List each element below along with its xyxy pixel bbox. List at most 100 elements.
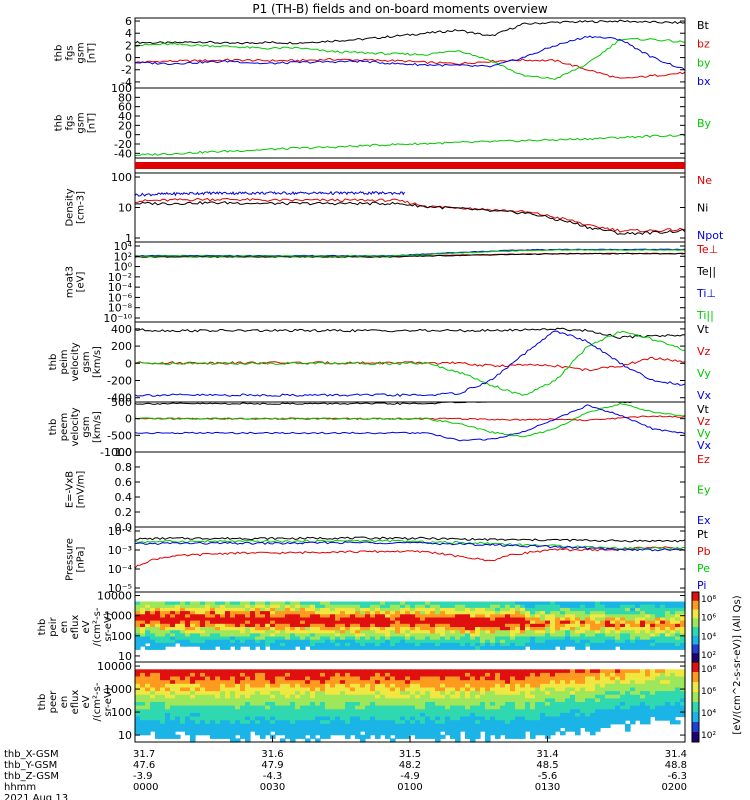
heatmap-cell [330, 702, 336, 707]
heatmap-cell [180, 694, 186, 699]
heatmap-cell [510, 642, 516, 647]
heatmap-cell [365, 617, 371, 622]
heatmap-cell [625, 646, 631, 650]
heatmap-cell [600, 617, 606, 622]
heatmap-cell [485, 646, 491, 650]
heatmap-cell [345, 705, 351, 710]
heatmap-cell [575, 627, 581, 631]
heatmap-cell [135, 709, 141, 714]
heatmap-cell [255, 716, 261, 721]
heatmap-cell [260, 712, 266, 718]
heatmap-cell [605, 607, 611, 612]
heatmap-cell [330, 698, 336, 703]
heatmap-cell [585, 623, 591, 628]
heatmap-cell [575, 694, 581, 699]
heatmap-cell [475, 698, 481, 703]
heatmap-cell [500, 691, 506, 696]
heatmap-cell [560, 683, 566, 688]
heatmap-cell [270, 623, 276, 628]
heatmap-cell [410, 698, 416, 703]
heatmap-cell [140, 607, 146, 612]
heatmap-cell [625, 639, 631, 644]
heatmap-cell [375, 702, 381, 707]
heatmap-cell [455, 702, 461, 707]
heatmap-cell [225, 669, 231, 674]
heatmap-cell [435, 633, 441, 638]
heatmap-cell [600, 691, 606, 696]
heatmap-cell [330, 604, 336, 609]
heatmap-cell [310, 720, 316, 725]
heatmap-cell [420, 691, 426, 696]
heatmap-cell [165, 687, 171, 692]
heatmap-cell [350, 601, 356, 606]
heatmap-cell [275, 676, 281, 681]
heatmap-cell [500, 731, 506, 736]
heatmap-cell [425, 709, 431, 714]
heatmap-cell [220, 709, 226, 714]
legend-entry-Ex: Ex [697, 514, 711, 527]
heatmap-cell [260, 687, 266, 692]
heatmap-cell [655, 607, 661, 612]
heatmap-cell [405, 676, 411, 681]
heatmap-cell [545, 604, 551, 609]
heatmap-cell [325, 623, 331, 628]
heatmap-cell [560, 669, 566, 674]
x-tick-label: -6.3 [667, 771, 687, 782]
heatmap-cell [355, 712, 361, 718]
heatmap-cell [380, 723, 386, 728]
heatmap-cell [505, 727, 511, 732]
heatmap-cell [520, 669, 526, 674]
heatmap-cell [175, 712, 181, 718]
heatmap-cell [415, 698, 421, 703]
heatmap-cell [665, 702, 671, 707]
heatmap-cell [220, 702, 226, 707]
heatmap-cell [360, 620, 366, 625]
heatmap-cell [135, 633, 141, 638]
heatmap-cell [565, 607, 571, 612]
heatmap-cell [205, 709, 211, 714]
heatmap-cell [530, 614, 536, 619]
heatmap-cell [535, 627, 541, 631]
y-tick-label: -1000 [100, 446, 132, 459]
heatmap-cell [155, 607, 161, 612]
heatmap-cell [340, 727, 346, 732]
heatmap-cell [335, 669, 341, 674]
heatmap-cell [435, 694, 441, 699]
heatmap-cell [570, 633, 576, 638]
heatmap-cell [215, 712, 221, 718]
heatmap-cell [645, 687, 651, 692]
heatmap-cell [225, 611, 231, 615]
heatmap-cell [455, 698, 461, 703]
heatmap-cell [665, 630, 671, 634]
heatmap-cell [225, 712, 231, 718]
heatmap-cell [140, 611, 146, 615]
heatmap-cell [375, 604, 381, 609]
heatmap-cell [355, 611, 361, 615]
heatmap-cell [175, 614, 181, 619]
heatmap-cell [625, 694, 631, 699]
heatmap-cell [405, 731, 411, 736]
heatmap-cell [170, 680, 176, 685]
heatmap-cell [200, 705, 206, 710]
heatmap-cell [480, 723, 486, 728]
heatmap-cell [510, 712, 516, 718]
heatmap-cell [320, 642, 326, 647]
heatmap-cell [325, 601, 331, 606]
heatmap-cell [435, 630, 441, 634]
y-tick-label: 100 [111, 171, 132, 184]
heatmap-cell [260, 630, 266, 634]
heatmap-cell [255, 669, 261, 674]
heatmap-cell [300, 720, 306, 725]
heatmap-cell [295, 623, 301, 628]
heatmap-cell [350, 720, 356, 725]
heatmap-cell [630, 630, 636, 634]
heatmap-cell [280, 731, 286, 736]
heatmap-cell [340, 669, 346, 674]
heatmap-cell [335, 712, 341, 718]
heatmap-cell [460, 607, 466, 612]
heatmap-cell [445, 705, 451, 710]
heatmap-cell [505, 712, 511, 718]
heatmap-cell [650, 611, 656, 615]
heatmap-cell [495, 705, 501, 710]
heatmap-cell [525, 676, 531, 681]
